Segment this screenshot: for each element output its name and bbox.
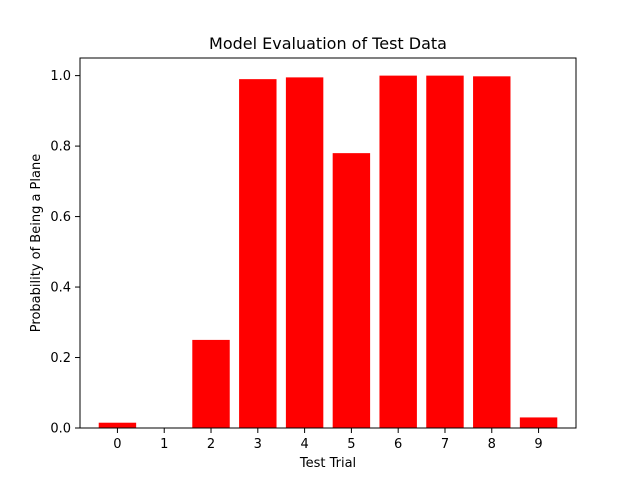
y-axis-ticks: 0.0 0.2 0.4 0.6 0.8 1.0 — [50, 69, 80, 437]
x-tick-label: 4 — [300, 437, 308, 452]
x-tick-label: 7 — [441, 437, 449, 452]
bar-2 — [192, 339, 230, 428]
x-tick-label: 1 — [160, 437, 168, 452]
y-axis-label: Probability of Being a Plane — [29, 154, 44, 332]
bar-7 — [426, 75, 464, 429]
bars-group — [98, 75, 558, 429]
bar-9 — [519, 417, 558, 428]
x-axis-ticks: 0 1 2 3 4 5 6 7 8 9 — [113, 428, 543, 452]
y-tick-label: 1.0 — [50, 69, 71, 84]
y-tick-label: 0.6 — [50, 210, 71, 225]
x-tick-label: 8 — [488, 437, 496, 452]
bar-8 — [473, 76, 511, 428]
x-tick-label: 6 — [394, 437, 402, 452]
x-tick-label: 5 — [347, 437, 355, 452]
x-tick-label: 2 — [207, 437, 215, 452]
x-tick-label: 0 — [113, 437, 121, 452]
x-axis-label: Test Trial — [299, 456, 356, 471]
y-tick-label: 0.0 — [50, 422, 71, 437]
chart-title: Model Evaluation of Test Data — [209, 34, 447, 53]
y-tick-label: 0.2 — [50, 351, 71, 366]
x-tick-label: 9 — [534, 437, 542, 452]
bar-4 — [285, 77, 324, 428]
x-tick-label: 3 — [254, 437, 262, 452]
bar-3 — [239, 79, 277, 428]
bar-5 — [332, 153, 371, 428]
bar-0 — [98, 422, 137, 428]
y-tick-label: 0.4 — [50, 281, 71, 296]
bar-6 — [379, 75, 417, 429]
plot-frame — [79, 57, 577, 429]
y-tick-label: 0.8 — [50, 140, 71, 155]
